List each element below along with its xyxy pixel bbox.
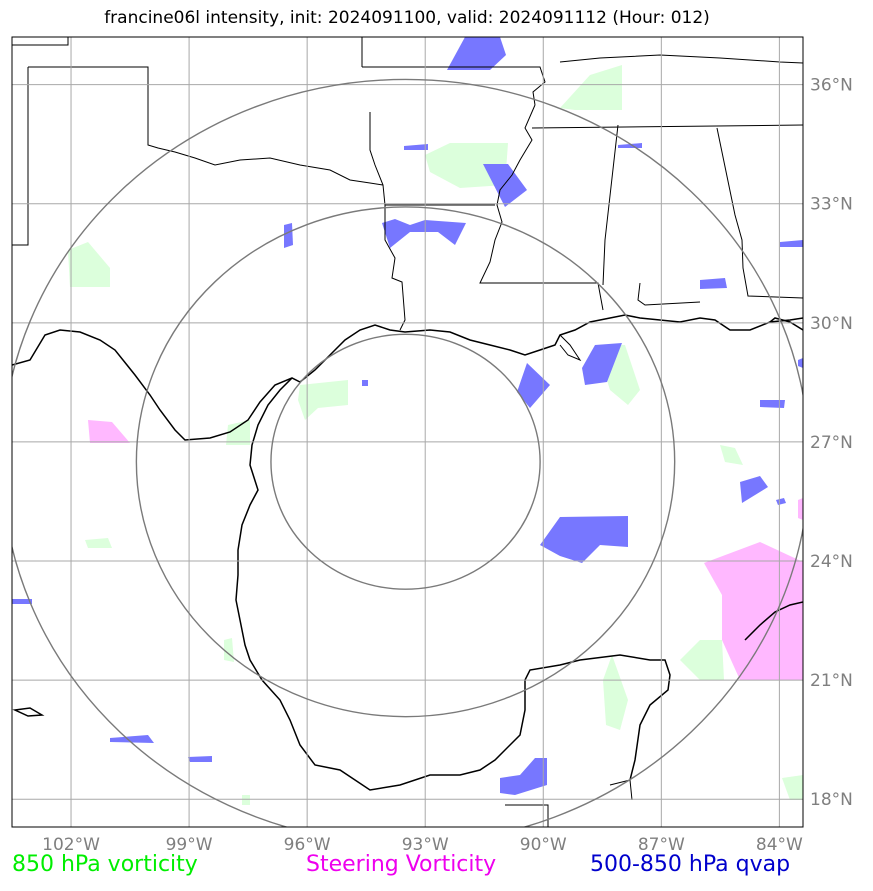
longitude-tick-label: 102°W [42,835,100,855]
qvap-patch [798,358,803,368]
steering-vorticity-patch [798,498,803,520]
qvap-patch [447,37,506,70]
qvap-500-850-fields [12,37,803,795]
qvap-patch [12,599,32,604]
qvap-patch [382,219,466,248]
qvap-patch [362,380,368,386]
qvap-patch [780,240,803,247]
map-frame [11,36,804,828]
latitude-tick-label: 18°N [810,790,853,810]
latitude-tick-label: 27°N [810,433,853,453]
coastline-bayou [559,334,582,362]
state-border [12,67,29,246]
range-ring [12,78,803,827]
vorticity-patch [85,538,112,548]
state-border [384,205,406,331]
longitude-tick-label: 93°W [402,835,449,855]
legend-qvap: 500-850 hPa qvap [590,852,791,877]
qvap-patch [582,343,622,385]
latitude-tick-label: 24°N [810,552,853,572]
qvap-patch [700,278,727,289]
qvap-patch [618,143,642,148]
state-border [637,282,701,306]
latitude-tick-label: 21°N [810,671,853,691]
latitude-tick-label: 33°N [810,195,853,215]
qvap-patch [500,758,547,795]
state-border [362,66,546,106]
state-border [531,124,803,129]
qvap-patch [540,516,628,563]
vorticity-850-fields [68,65,803,805]
coastline-florida [769,317,803,331]
state-border [602,124,619,286]
state-border [479,104,604,311]
qvap-patch [483,164,527,207]
coastline-island [12,707,45,717]
political-boundaries [12,37,803,827]
vorticity-patch [425,143,508,188]
longitude-tick-label: 96°W [284,835,331,855]
vorticity-patch [720,445,743,465]
coastline-texas [235,377,671,791]
state-border [369,112,495,206]
steering-vorticity-patch [88,420,130,443]
vorticity-patch [298,380,348,420]
longitude-tick-label: 87°W [638,835,685,855]
qvap-patch [404,144,428,150]
range-rings [12,78,803,827]
longitude-tick-label: 84°W [756,835,803,855]
longitude-labels: 102°W 99°W 96°W 93°W 90°W 87°W 84°W [42,835,803,855]
qvap-patch [776,498,786,505]
qvap-patch [740,476,768,503]
steering-vorticity-patch [704,542,803,680]
qvap-patch [110,735,154,743]
vorticity-patch [680,640,724,680]
steering-vorticity-fields [88,420,803,680]
range-ring [135,206,676,718]
vorticity-patch [560,65,622,110]
range-ring [270,333,541,590]
qvap-patch [188,756,212,762]
qvap-patch [517,363,550,408]
vorticity-patch [226,420,250,445]
state-border [716,127,803,299]
legend-850-vorticity: 850 hPa vorticity [12,852,198,877]
map-title: francine06l intensity, init: 2024091100,… [104,8,710,28]
qvap-patch [284,223,293,248]
lat-lon-grid [12,37,803,827]
vorticity-patch [242,795,250,805]
state-border [28,66,384,186]
coastline-cuba [744,601,803,641]
longitude-tick-label: 99°W [166,835,213,855]
qvap-patch [760,400,785,408]
coastline-gulf [12,314,803,441]
map-background [12,37,803,827]
vorticity-patch [68,242,110,287]
legend-steering-vorticity: Steering Vorticity [306,852,497,877]
state-border [12,37,69,46]
longitude-tick-label: 90°W [520,835,567,855]
latitude-labels: 36°N 33°N 30°N 27°N 24°N 21°N 18°N [810,76,853,811]
latitude-tick-label: 30°N [810,314,853,334]
vorticity-patch [603,655,628,730]
latitude-tick-label: 36°N [810,76,853,96]
vorticity-patch [782,775,803,800]
state-border [559,54,803,64]
